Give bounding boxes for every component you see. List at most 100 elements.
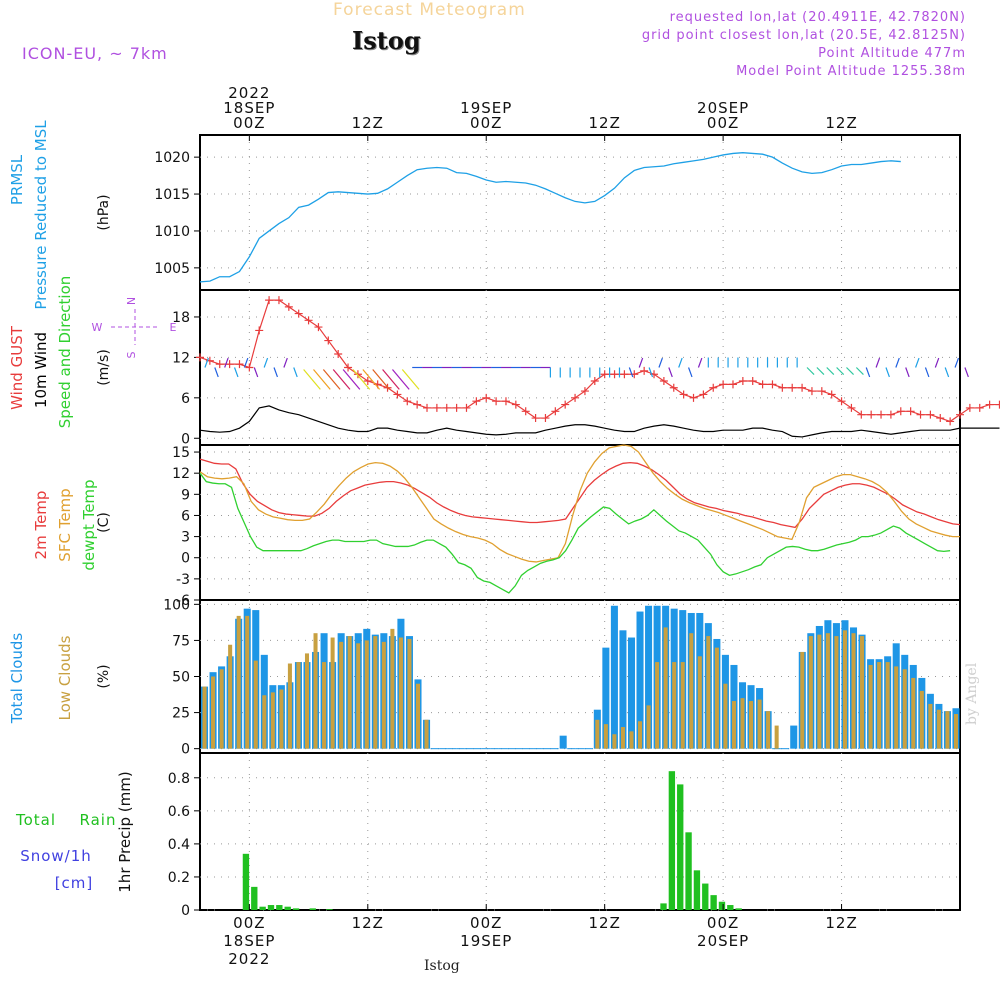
low-clouds-bar (415, 683, 421, 749)
precip-panel-frame (199, 752, 961, 911)
total-clouds-bar (619, 630, 627, 749)
low-clouds-bar (774, 725, 779, 749)
low-clouds-bar (373, 636, 378, 749)
wind-gust-marker (936, 414, 945, 423)
wind-direction-arrow (954, 357, 960, 368)
wind-direction-arrow (964, 367, 969, 378)
wind-10m-label: 10m Wind (32, 332, 50, 408)
wind-gust-marker (640, 366, 649, 375)
model-altitude: Model Point Altitude 1255.38m (736, 64, 966, 79)
low-clouds-bar (304, 653, 310, 749)
low-clouds-bar (629, 731, 634, 749)
low-clouds-bar (364, 640, 369, 749)
wind-gust-marker (393, 390, 402, 399)
low-clouds-bar (894, 666, 899, 749)
temp-sfc-label: SFC Temp (56, 488, 74, 561)
wind-gust-marker (689, 393, 698, 402)
low-clouds-bar (834, 636, 839, 749)
low-clouds-label: Low Clouds (56, 635, 74, 720)
wind-direction-arrow (293, 367, 298, 378)
low-clouds-bar (330, 637, 335, 749)
low-clouds-bar (663, 627, 668, 749)
wind-gust-marker (758, 380, 767, 389)
wind-gust-marker (284, 302, 293, 311)
pressure-label-long: Pressure Reduced to MSL (32, 120, 50, 310)
low-clouds-bar (381, 641, 386, 749)
temp-sfc-line (199, 444, 960, 563)
bottom-time-label: 00Z (470, 914, 502, 932)
wind-gust-marker (482, 393, 491, 402)
precip-tick-label: 0 (181, 903, 190, 919)
wind-gust-marker (265, 296, 274, 305)
wind-gust-marker (600, 370, 609, 379)
snow-label: Snow/1h (20, 847, 92, 865)
low-clouds-bar (398, 637, 403, 749)
wind-gust-marker (580, 387, 589, 396)
wind-gust-marker (432, 403, 441, 412)
wind-speed-direction-label: Speed and Direction (56, 276, 74, 429)
bottom-time-label: 18SEP (223, 932, 275, 950)
low-clouds-bar (603, 724, 608, 749)
precip-tick-label: 0.4 (168, 837, 190, 853)
wind-gust-marker (896, 407, 905, 416)
wind-gust-marker (620, 370, 629, 379)
wind-gust-marker (778, 383, 787, 392)
footer-station: Istog (424, 958, 460, 974)
wind-gust-marker (827, 390, 836, 399)
wind-direction-arrow (283, 357, 288, 368)
wind-gust-marker (798, 383, 807, 392)
rain-bar (251, 886, 258, 910)
top-time-label: 00Z (707, 114, 739, 132)
wind-gust-marker (521, 407, 530, 416)
wind-direction-arrow (392, 369, 410, 390)
low-clouds-bar (620, 727, 625, 749)
low-clouds-bar (919, 690, 924, 749)
station-title: Istog (352, 26, 421, 55)
wind-gust-marker (541, 414, 550, 423)
low-clouds-bar (287, 663, 292, 749)
wind-gust-marker (196, 353, 204, 362)
total-rain-label-a: Total (15, 811, 56, 829)
low-clouds-bar (706, 636, 711, 749)
wind-direction-arrow (895, 357, 900, 368)
top-time-label: 00Z (470, 114, 502, 132)
low-clouds-bar (953, 714, 958, 749)
wind-gust-marker (344, 363, 353, 372)
wind-gust-marker (215, 360, 224, 369)
low-clouds-bar (697, 656, 702, 749)
wind-gust-marker (886, 410, 895, 419)
wind-gust-marker (946, 417, 955, 426)
wind-tick-label: 0 (181, 431, 190, 447)
low-clouds-bar (800, 651, 805, 749)
wind-gust-marker (423, 403, 432, 412)
temp-panel-frame (199, 444, 961, 601)
bottom-time-label: 2022 (228, 950, 270, 968)
wind-direction-arrow (224, 357, 229, 368)
temp-tick-label: 15 (172, 445, 190, 461)
wind-direction-arrow (944, 367, 950, 378)
low-clouds-bar (766, 711, 771, 749)
temp-tick-label: -3 (176, 572, 190, 588)
top-time-label: 12Z (588, 114, 620, 132)
temp-dewpoint-line (199, 472, 951, 594)
pressure-tick-label: 1010 (154, 224, 190, 240)
top-time-label: 2022 (228, 84, 270, 102)
wind-gust-marker (906, 407, 915, 416)
temp-2m-line (199, 458, 961, 529)
wind-direction-arrow (697, 357, 703, 368)
wind-gust-label: Wind GUST (8, 325, 26, 410)
low-clouds-bar (236, 615, 241, 749)
compass-west-label: W (92, 321, 103, 334)
low-clouds-bar (860, 636, 865, 749)
wind-gust-marker (571, 393, 580, 402)
low-clouds-bar (740, 698, 745, 749)
wind-direction-arrow (816, 367, 825, 375)
wind-direction-arrow (322, 369, 341, 390)
wind-gust-marker (492, 397, 501, 406)
low-clouds-bar (211, 676, 216, 749)
wind-direction-arrow (688, 367, 693, 378)
wind-gust-marker (985, 400, 994, 409)
grid-point-coords: grid point closest lon,lat (20.5E, 42.81… (641, 28, 966, 43)
low-clouds-bar (424, 719, 429, 749)
wind-gust-marker (511, 400, 520, 409)
